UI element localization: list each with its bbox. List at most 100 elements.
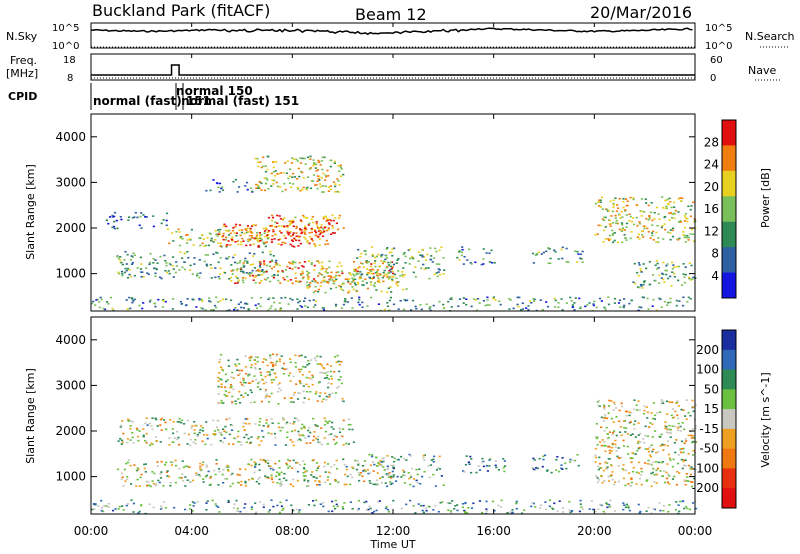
velocity-cell <box>316 400 319 402</box>
cpid-mode-label: normal (fast) 151 <box>93 94 211 108</box>
power-cell <box>499 303 502 306</box>
velocity-cell <box>422 504 425 507</box>
velocity-cell <box>210 443 213 446</box>
velocity-cell <box>569 458 572 461</box>
power-cell <box>113 211 117 214</box>
velocity-cell <box>608 405 611 407</box>
velocity-cell <box>154 483 158 485</box>
velocity-cell <box>135 469 139 472</box>
velocity-cell <box>121 476 124 479</box>
velocity-cell <box>217 393 220 395</box>
power-cell <box>154 267 158 270</box>
power-cell <box>600 300 603 302</box>
power-cell <box>301 171 304 174</box>
power-cell <box>186 239 189 241</box>
power-cell <box>393 247 396 250</box>
velocity-cell <box>198 474 201 477</box>
velocity-cell <box>608 458 611 460</box>
velocity-cell <box>380 464 383 467</box>
power-cell <box>683 215 686 217</box>
power-cell <box>133 216 136 218</box>
power-cell <box>296 160 299 162</box>
power-cell <box>325 268 328 270</box>
velocity-cell <box>652 507 655 510</box>
velocity-cell <box>432 461 435 463</box>
power-cell <box>389 265 392 268</box>
power-cell <box>294 261 297 264</box>
power-cell <box>210 267 213 269</box>
velocity-cell <box>146 485 149 488</box>
power-cell <box>470 305 473 308</box>
power-cell <box>299 242 302 245</box>
power-cell <box>298 228 302 230</box>
power-cell <box>235 269 239 272</box>
velocity-cell <box>250 508 253 511</box>
power-cell <box>645 202 648 204</box>
power-cell <box>683 220 686 222</box>
velocity-cell <box>120 424 123 427</box>
power-cell <box>639 283 643 286</box>
velocity-cell <box>323 417 326 420</box>
power-cell <box>625 222 629 225</box>
velocity-cell <box>694 441 697 443</box>
velocity-cell <box>153 472 156 475</box>
power-cell <box>329 188 332 191</box>
power-cell <box>482 300 485 302</box>
power-cell <box>632 197 635 199</box>
velocity-cell <box>272 365 275 368</box>
power-cell <box>320 265 324 267</box>
power-cell <box>221 298 225 300</box>
power-cell <box>308 168 311 170</box>
velocity-cell <box>677 422 680 425</box>
nsky-trace <box>90 27 693 36</box>
power-cell <box>355 273 358 276</box>
power-cell <box>401 273 404 276</box>
power-cell <box>439 273 442 276</box>
power-cell <box>643 227 646 230</box>
velocity-cell <box>596 481 599 484</box>
power-cell <box>351 277 354 279</box>
velocity-cell <box>206 437 209 440</box>
power-cell <box>531 252 535 255</box>
power-cell <box>271 219 274 222</box>
power-cell <box>142 214 145 216</box>
power-cell <box>126 277 130 279</box>
power-cell <box>250 235 253 237</box>
power-cell <box>435 272 438 274</box>
velocity-cell <box>673 441 676 444</box>
power-cell <box>332 181 336 183</box>
velocity-cell <box>300 368 303 371</box>
velocity-cell <box>213 433 216 435</box>
velocity-cell <box>628 472 631 474</box>
power-cell <box>134 211 137 214</box>
power-cell <box>388 251 391 254</box>
velocity-cell <box>310 474 313 476</box>
power-cell <box>286 225 289 227</box>
power-cell <box>300 220 303 223</box>
velocity-cell <box>511 511 514 514</box>
velocity-cell <box>193 502 196 504</box>
velocity-cell <box>378 500 381 502</box>
velocity-cell <box>165 461 168 464</box>
power-cell <box>581 250 584 253</box>
power-cell <box>643 211 646 213</box>
power-cell <box>218 191 221 193</box>
power-cell <box>469 262 472 264</box>
velocity-cell <box>456 509 459 512</box>
x-axis: 00:00 04:00 08:00 12:00 16:00 20:00 00:00 <box>74 23 712 538</box>
velocity-cell <box>151 471 154 473</box>
velocity-cell <box>594 461 597 463</box>
power-cell <box>238 224 242 226</box>
velocity-cell <box>558 470 561 473</box>
velocity-cell <box>121 472 124 475</box>
velocity-cell <box>611 433 614 436</box>
velocity-cell <box>565 467 568 470</box>
power-cell <box>325 175 328 178</box>
velocity-cell <box>267 401 271 403</box>
power-cell <box>668 212 671 215</box>
power-cell <box>428 307 431 310</box>
velocity-cell <box>389 483 392 485</box>
velocity-cell <box>453 508 456 510</box>
power-cell <box>327 190 330 192</box>
power-cell <box>482 258 485 260</box>
